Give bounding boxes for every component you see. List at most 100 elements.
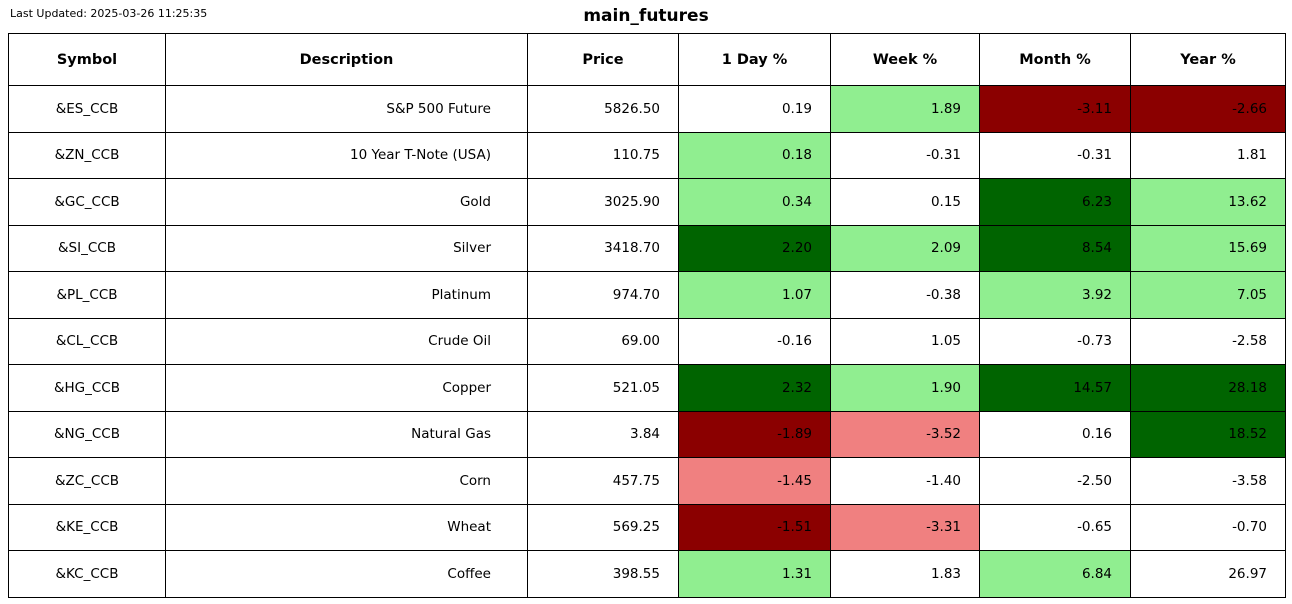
price-cell: 3418.70: [527, 224, 679, 272]
description-cell: 10 Year T-Note (USA): [165, 131, 528, 179]
week-pct-cell: -0.38: [830, 271, 980, 319]
price-cell: 457.75: [527, 457, 679, 505]
price-cell: 69.00: [527, 317, 679, 365]
description-cell: Wheat: [165, 503, 528, 551]
month-pct-cell: 3.92: [979, 271, 1131, 319]
day-pct-cell: 1.31: [678, 550, 831, 598]
price-cell: 398.55: [527, 550, 679, 598]
description-cell: Natural Gas: [165, 410, 528, 458]
table-row: &CL_CCB Crude Oil 69.00 -0.16 1.05 -0.73 -2.58: [8, 317, 1286, 365]
week-pct-cell: -1.40: [830, 457, 980, 505]
symbol-cell: &SI_CCB: [8, 224, 166, 272]
day-pct-cell: -1.45: [678, 457, 831, 505]
table-row: &NG_CCB Natural Gas 3.84 -1.89 -3.52 0.16 18.5…: [8, 410, 1286, 458]
month-pct-cell: 8.54: [979, 224, 1131, 272]
price-cell: 569.25: [527, 503, 679, 551]
month-pct-cell: -0.73: [979, 317, 1131, 365]
week-pct-cell: 2.09: [830, 224, 980, 272]
price-cell: 521.05: [527, 364, 679, 412]
month-pct-cell: 6.84: [979, 550, 1131, 598]
week-pct-cell: -3.31: [830, 503, 980, 551]
table-row: &PL_CCB Platinum 974.70 1.07 -0.38 3.92 7.05: [8, 271, 1286, 319]
symbol-cell: &KC_CCB: [8, 550, 166, 598]
symbol-cell: &GC_CCB: [8, 178, 166, 226]
day-pct-cell: 1.07: [678, 271, 831, 319]
day-pct-cell: -1.89: [678, 410, 831, 458]
description-cell: Corn: [165, 457, 528, 505]
week-pct-cell: 0.15: [830, 178, 980, 226]
table-body: &ES_CCB S&P 500 Future 5826.50 0.19 1.89 -3.1…: [8, 85, 1286, 598]
price-cell: 974.70: [527, 271, 679, 319]
day-pct-cell: 0.19: [678, 85, 831, 133]
day-pct-cell: -1.51: [678, 503, 831, 551]
day-pct-cell: 2.32: [678, 364, 831, 412]
symbol-cell: &PL_CCB: [8, 271, 166, 319]
description-cell: Crude Oil: [165, 317, 528, 365]
futures-table: Symbol Description Price 1 Day % Week % Month…: [8, 33, 1286, 598]
symbol-cell: &HG_CCB: [8, 364, 166, 412]
column-header-symbol: Symbol: [8, 33, 166, 86]
year-pct-cell: 18.52: [1130, 410, 1286, 458]
week-pct-cell: 1.89: [830, 85, 980, 133]
table-row: &ES_CCB S&P 500 Future 5826.50 0.19 1.89 -3.1…: [8, 85, 1286, 133]
year-pct-cell: 15.69: [1130, 224, 1286, 272]
year-pct-cell: 28.18: [1130, 364, 1286, 412]
column-header-week: Week %: [830, 33, 980, 86]
table-row: &SI_CCB Silver 3418.70 2.20 2.09 8.54 15.69: [8, 224, 1286, 272]
description-cell: Silver: [165, 224, 528, 272]
description-cell: Coffee: [165, 550, 528, 598]
week-pct-cell: 1.83: [830, 550, 980, 598]
year-pct-cell: 13.62: [1130, 178, 1286, 226]
price-cell: 3025.90: [527, 178, 679, 226]
description-cell: Gold: [165, 178, 528, 226]
price-cell: 110.75: [527, 131, 679, 179]
year-pct-cell: -2.58: [1130, 317, 1286, 365]
year-pct-cell: -3.58: [1130, 457, 1286, 505]
column-header-month: Month %: [979, 33, 1131, 86]
symbol-cell: &ES_CCB: [8, 85, 166, 133]
symbol-cell: &ZC_CCB: [8, 457, 166, 505]
table-row: &HG_CCB Copper 521.05 2.32 1.90 14.57 28.18: [8, 364, 1286, 412]
month-pct-cell: 6.23: [979, 178, 1131, 226]
month-pct-cell: -2.50: [979, 457, 1131, 505]
day-pct-cell: 2.20: [678, 224, 831, 272]
column-header-description: Description: [165, 33, 528, 86]
day-pct-cell: -0.16: [678, 317, 831, 365]
week-pct-cell: -0.31: [830, 131, 980, 179]
symbol-cell: &ZN_CCB: [8, 131, 166, 179]
month-pct-cell: -0.65: [979, 503, 1131, 551]
year-pct-cell: 7.05: [1130, 271, 1286, 319]
table-row: &ZC_CCB Corn 457.75 -1.45 -1.40 -2.50 -3.58: [8, 457, 1286, 505]
last-updated-label: Last Updated: 2025-03-26 11:25:35: [10, 7, 208, 20]
description-cell: Platinum: [165, 271, 528, 319]
week-pct-cell: 1.05: [830, 317, 980, 365]
page-title: main_futures: [583, 6, 709, 26]
year-pct-cell: 26.97: [1130, 550, 1286, 598]
day-pct-cell: 0.34: [678, 178, 831, 226]
year-pct-cell: 1.81: [1130, 131, 1286, 179]
price-cell: 3.84: [527, 410, 679, 458]
header-row: Symbol Description Price 1 Day % Week % Month…: [8, 33, 1286, 86]
column-header-year: Year %: [1130, 33, 1286, 86]
symbol-cell: &CL_CCB: [8, 317, 166, 365]
month-pct-cell: -3.11: [979, 85, 1131, 133]
symbol-cell: &NG_CCB: [8, 410, 166, 458]
symbol-cell: &KE_CCB: [8, 503, 166, 551]
table-head: Symbol Description Price 1 Day % Week % Month…: [8, 33, 1286, 86]
month-pct-cell: 14.57: [979, 364, 1131, 412]
week-pct-cell: -3.52: [830, 410, 980, 458]
week-pct-cell: 1.90: [830, 364, 980, 412]
column-header-price: Price: [527, 33, 679, 86]
price-cell: 5826.50: [527, 85, 679, 133]
description-cell: Copper: [165, 364, 528, 412]
year-pct-cell: -2.66: [1130, 85, 1286, 133]
table-row: &KE_CCB Wheat 569.25 -1.51 -3.31 -0.65 -0.70: [8, 503, 1286, 551]
description-cell: S&P 500 Future: [165, 85, 528, 133]
table-row: &KC_CCB Coffee 398.55 1.31 1.83 6.84 26.97: [8, 550, 1286, 598]
table-row: &ZN_CCB 10 Year T-Note (USA) 110.75 0.18 -0.…: [8, 131, 1286, 179]
month-pct-cell: 0.16: [979, 410, 1131, 458]
month-pct-cell: -0.31: [979, 131, 1131, 179]
column-header-1-day: 1 Day %: [678, 33, 831, 86]
day-pct-cell: 0.18: [678, 131, 831, 179]
